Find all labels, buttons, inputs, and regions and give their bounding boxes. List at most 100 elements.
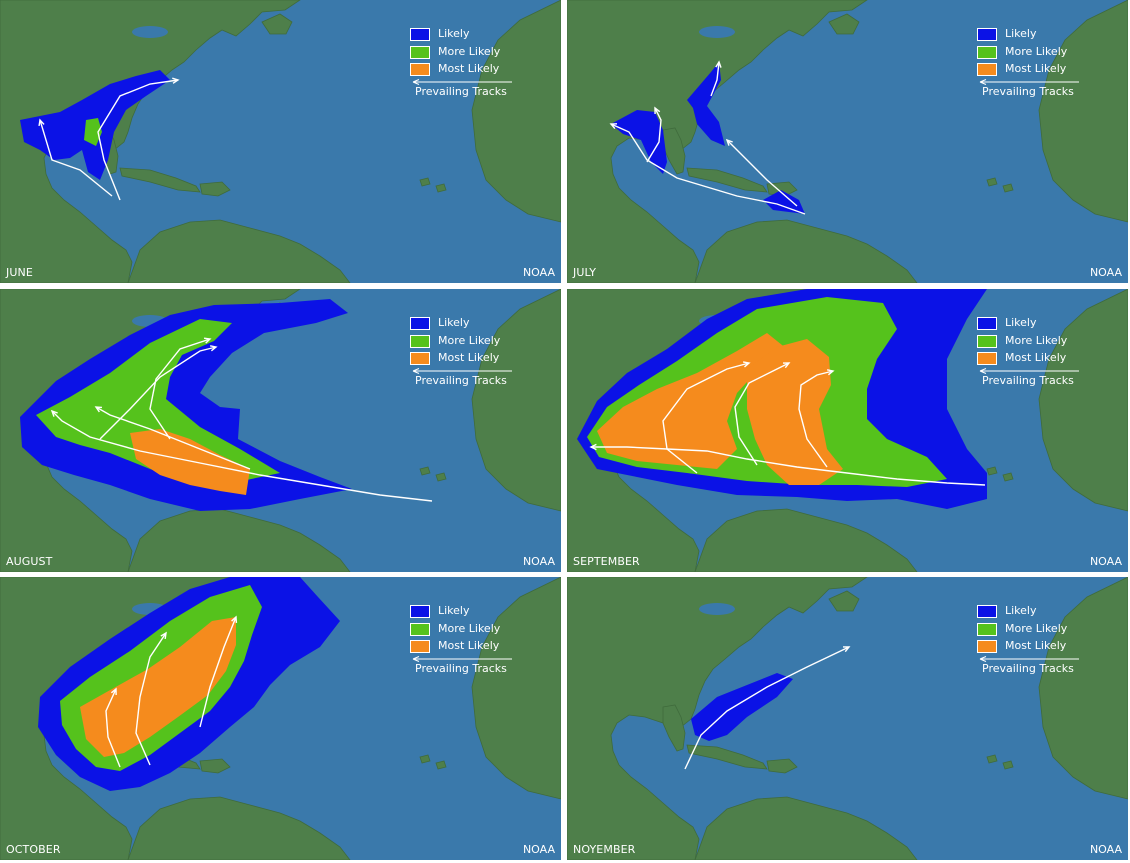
legend-most-likely: Most Likely [977,638,1089,656]
great-lakes [132,26,168,38]
most-likely-swatch [977,640,997,653]
legend-label: Most Likely [438,351,500,364]
legend-more-likely: More Likely [410,621,522,639]
month-label: SEPTEMBER [573,555,640,568]
north-america-land [567,577,868,860]
legend-label: Likely [438,27,470,40]
track-arrowhead [742,361,751,368]
zone-likely [611,110,667,174]
legend-label: Prevailing Tracks [982,661,1074,675]
track-line [684,646,850,770]
track-arrowhead [725,138,733,146]
zone-most-likely [80,617,236,757]
islands-land [419,177,447,193]
islands-land [419,466,447,482]
south-america-land [694,796,918,860]
track-arrowhead [842,646,851,653]
likely-swatch [977,605,997,618]
panel-september: Likely More Likely Most Likely Prevailin… [567,289,1128,572]
legend-more-likely: More Likely [410,44,522,62]
zone-most-likely [597,333,787,469]
cuba-land [686,167,768,193]
north-america-land [0,0,301,283]
track-line [610,123,806,215]
likely-swatch [410,605,430,618]
legend-label: Most Likely [1005,62,1067,75]
credit-label: NOAA [1089,266,1122,279]
legend-label: Most Likely [1005,639,1067,652]
legend-likely: Likely [977,315,1089,333]
legend-label: Most Likely [438,639,500,652]
south-america-land [127,508,351,572]
track-arrowhead [110,687,117,696]
legend-likely: Likely [410,603,522,621]
likely-swatch [410,317,430,330]
legend-label: More Likely [1005,333,1068,347]
africa-land [471,289,561,512]
islands-land [986,754,1014,770]
legend-likely: Likely [977,26,1089,44]
legend: Likely More Likely Most Likely Prevailin… [977,26,1089,99]
panel-november: Likely More Likely Most Likely Prevailin… [567,577,1128,860]
track-line [149,338,211,440]
legend-tracks: Prevailing Tracks [977,367,1089,388]
zone-likely [20,299,352,511]
south-america-land [694,508,918,572]
legend-label: Likely [438,316,470,329]
legend-tracks: Prevailing Tracks [410,367,522,388]
more-likely-swatch [410,45,430,59]
track-arrowhead [94,406,103,413]
track-arrowhead [172,77,180,84]
more-likely-swatch [977,45,997,59]
credit-label: NOAA [522,843,555,856]
legend-most-likely: Most Likely [977,61,1089,79]
likely-swatch [410,28,430,41]
legend-likely: Likely [410,315,522,333]
track-line [51,410,433,502]
legend-label: Likely [1005,316,1037,329]
legend-label: Prevailing Tracks [982,373,1074,387]
track-arrowhead [826,369,835,376]
likely-swatch [977,317,997,330]
legend-label: Prevailing Tracks [415,661,507,675]
zone-more-likely [84,118,102,146]
track-line [199,616,237,728]
map [0,577,561,860]
legend-tracks: Prevailing Tracks [977,78,1089,99]
legend-more-likely: More Likely [977,44,1089,62]
panel-october: Likely More Likely Most Likely Prevailin… [0,577,561,860]
panel-june: Likely More Likely Most Likely Prevailin… [0,0,561,283]
more-likely-swatch [410,334,430,348]
track-line [646,107,662,163]
legend-label: Most Likely [438,62,500,75]
map [567,577,1128,860]
legend: Likely More Likely Most Likely Prevailin… [977,603,1089,676]
arrow-left-icon [412,367,512,374]
credit-label: NOAA [522,555,555,568]
hispaniola-land [766,758,798,774]
south-america-land [127,219,351,283]
legend-most-likely: Most Likely [410,638,522,656]
track-line [135,632,167,766]
track-arrowhead [209,345,218,352]
track-line [105,688,121,768]
legend: Likely More Likely Most Likely Prevailin… [410,603,522,676]
track-line [662,362,750,474]
hispaniola-land [199,181,231,197]
hispaniola-land [199,758,231,774]
track-arrowhead [589,443,597,451]
islands-land [986,177,1014,193]
map [0,0,561,283]
track-line [591,446,986,486]
map [0,289,561,572]
most-likely-swatch [410,63,430,76]
arrow-left-icon [979,78,1079,85]
south-america-land [127,796,351,860]
legend-likely: Likely [977,603,1089,621]
month-label: JULY [573,266,597,279]
panel-july: Likely More Likely Most Likely Prevailin… [567,0,1128,283]
legend-label: More Likely [438,333,501,347]
florida-land [662,704,686,752]
africa-land [1038,0,1128,223]
africa-land [471,577,561,800]
